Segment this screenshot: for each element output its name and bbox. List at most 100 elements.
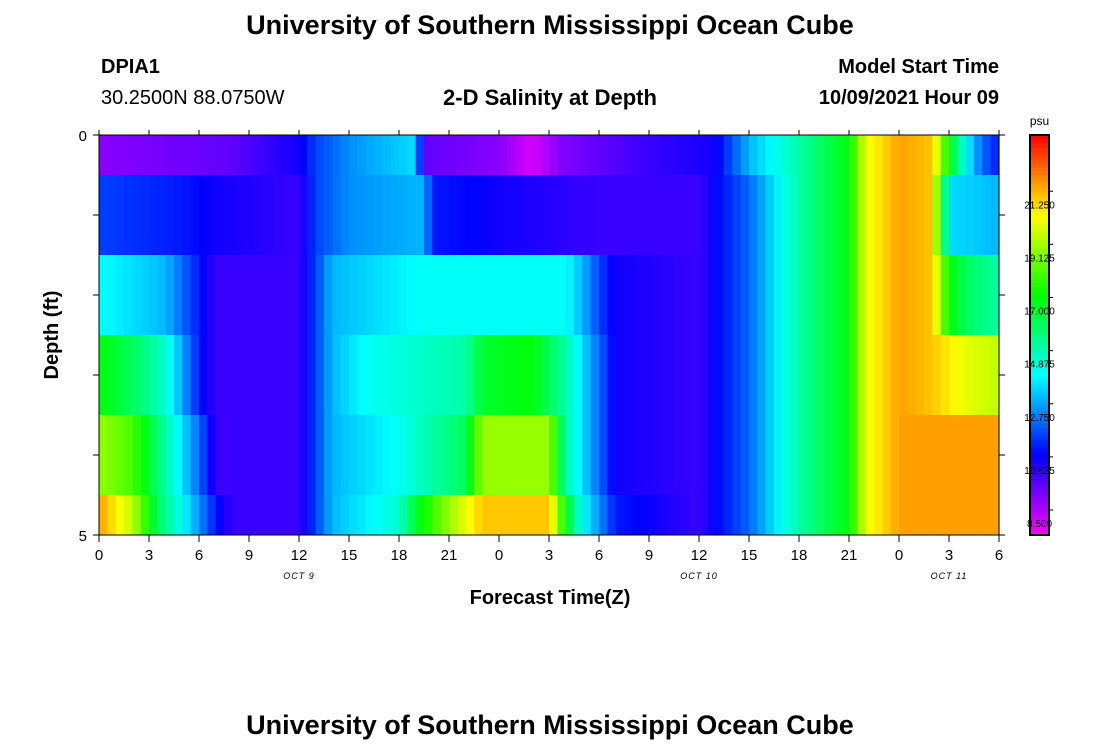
heatmap-cell — [482, 175, 492, 255]
heatmap-cell — [874, 175, 883, 255]
heatmap-cell — [574, 175, 583, 255]
heatmap-cell — [490, 175, 500, 255]
heatmap-cell — [957, 335, 967, 415]
heatmap-cell — [207, 495, 217, 535]
heatmap-cell — [107, 175, 117, 255]
heatmap-cell — [157, 335, 167, 415]
heatmap-cell — [215, 135, 225, 175]
heatmap-cell — [640, 255, 650, 335]
heatmap-cell — [715, 495, 725, 535]
colorbar-segment — [1030, 331, 1049, 336]
heatmap-cell — [115, 415, 125, 495]
x-tick-label: 15 — [741, 547, 758, 564]
heatmap-cell — [590, 495, 600, 535]
colorbar-segment — [1030, 159, 1049, 164]
heatmap-cell — [574, 335, 583, 415]
heatmap-cell — [907, 495, 917, 535]
colorbar-segment — [1030, 439, 1049, 444]
heatmap-cell — [215, 175, 225, 255]
heatmap-cell — [432, 255, 442, 335]
heatmap-cell — [140, 495, 150, 535]
heatmap-cell — [874, 135, 883, 175]
heatmap-cell — [724, 335, 733, 415]
heatmap-cell — [874, 335, 883, 415]
heatmap-cell — [790, 415, 800, 495]
heatmap-cell — [515, 135, 525, 175]
heatmap-cell — [382, 175, 392, 255]
heatmap-cell — [274, 135, 283, 175]
heatmap-cell — [290, 415, 300, 495]
x-tick-label: 6 — [595, 547, 603, 564]
heatmap-cell — [565, 175, 575, 255]
colorbar-segment — [1030, 467, 1049, 472]
heatmap-cell — [549, 255, 558, 335]
heatmap-cell — [515, 175, 525, 255]
heatmap-cell — [899, 495, 908, 535]
heatmap-cell — [207, 335, 217, 415]
heatmap-cell — [190, 135, 200, 175]
heatmap-cell — [374, 135, 383, 175]
heatmap-cell — [774, 255, 783, 335]
heatmap-cell — [390, 175, 400, 255]
heatmap-cell — [599, 335, 608, 415]
heatmap-cell — [307, 335, 317, 415]
heatmap-cell — [540, 335, 550, 415]
colorbar-segment — [1030, 203, 1049, 208]
heatmap-cell — [515, 335, 525, 415]
heatmap-cell — [257, 415, 267, 495]
x-tick-label: 0 — [495, 547, 503, 564]
heatmap-cell — [282, 135, 292, 175]
heatmap-cell — [915, 175, 925, 255]
heatmap-cell — [374, 255, 383, 335]
colorbar-segment — [1030, 379, 1049, 384]
heatmap-cell — [990, 335, 1000, 415]
heatmap-cell — [615, 175, 625, 255]
heatmap-cell — [340, 175, 350, 255]
heatmap-cell — [765, 255, 775, 335]
heatmap-cell — [974, 415, 983, 495]
heatmap-cell — [940, 135, 950, 175]
heatmap-cell — [965, 415, 975, 495]
heatmap-cell — [765, 175, 775, 255]
colorbar-segment — [1030, 163, 1049, 168]
heatmap-cell — [790, 255, 800, 335]
heatmap-cell — [732, 415, 742, 495]
heatmap-cell — [757, 255, 767, 335]
heatmap-cell — [857, 255, 867, 335]
heatmap-cell — [807, 175, 817, 255]
heatmap-cell — [949, 335, 958, 415]
heatmap-cell — [515, 495, 525, 535]
heatmap-cell — [657, 335, 667, 415]
heatmap-cell — [507, 415, 517, 495]
heatmap-cell — [882, 335, 892, 415]
heatmap-cell — [757, 495, 767, 535]
heatmap-cell — [540, 495, 550, 535]
heatmap-cell — [132, 175, 142, 255]
depth-layer-5 — [99, 495, 1000, 535]
colorbar-segment — [1030, 367, 1049, 372]
heatmap-cell — [524, 495, 533, 535]
heatmap-cell — [907, 415, 917, 495]
heatmap-cell — [207, 135, 217, 175]
heatmap-cell — [215, 495, 225, 535]
heatmap-cell — [790, 335, 800, 415]
heatmap-cell — [315, 175, 325, 255]
colorbar-segment — [1030, 451, 1049, 456]
heatmap-cell — [907, 335, 917, 415]
heatmap-cell — [190, 335, 200, 415]
heatmap-cell — [540, 415, 550, 495]
heatmap-cell — [140, 175, 150, 255]
colorbar-segment — [1030, 235, 1049, 240]
heatmap-cell — [507, 255, 517, 335]
heatmap-cell — [932, 335, 942, 415]
heatmap-cell — [357, 135, 367, 175]
colorbar-segment — [1030, 179, 1049, 184]
heatmap-cell — [390, 495, 400, 535]
heatmap-cell — [240, 255, 250, 335]
x-tick-label: 12 — [691, 547, 708, 564]
heatmap-cell — [949, 495, 958, 535]
heatmap-cell — [632, 415, 642, 495]
heatmap-cell — [832, 135, 842, 175]
heatmap-cell — [349, 135, 358, 175]
heatmap-cell — [599, 415, 608, 495]
